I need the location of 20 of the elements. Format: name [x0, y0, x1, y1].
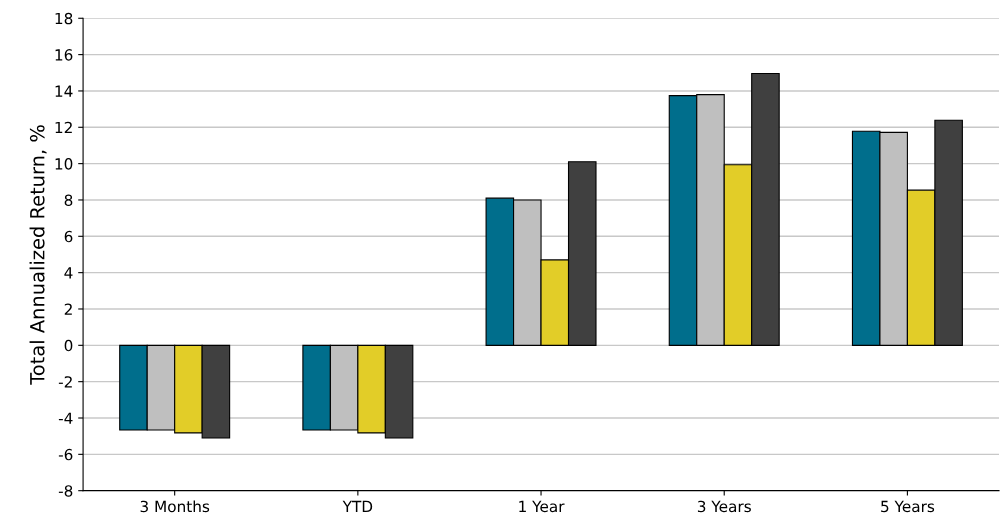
- y-tick-label: -8: [58, 485, 73, 497]
- y-tick-label: 8: [64, 194, 73, 206]
- y-tick-label: 2: [64, 303, 72, 315]
- x-tick-label: 5 Years: [881, 500, 935, 513]
- x-tick-label: 3 Months: [140, 500, 210, 513]
- y-tick-label: 4: [64, 267, 73, 279]
- y-tick-label: 10: [55, 158, 73, 170]
- y-tick-label: 6: [64, 230, 73, 243]
- y-tick-label: 18: [55, 12, 73, 25]
- y-tick-label: 14: [55, 85, 73, 97]
- y-tick-label: 16: [55, 49, 73, 61]
- y-axis-title: Total Annualized Return, %: [29, 125, 47, 385]
- y-tick-label: -6: [58, 448, 73, 461]
- y-tick-label: -2: [58, 376, 72, 388]
- x-tick-label: 1 Year: [519, 500, 565, 513]
- x-tick-label: YTD: [342, 500, 373, 513]
- y-tick-label: 0: [64, 339, 73, 352]
- x-tick-label: 3 Years: [697, 500, 751, 513]
- y-tick-label: 12: [55, 121, 72, 134]
- y-tick-label: -4: [58, 412, 73, 424]
